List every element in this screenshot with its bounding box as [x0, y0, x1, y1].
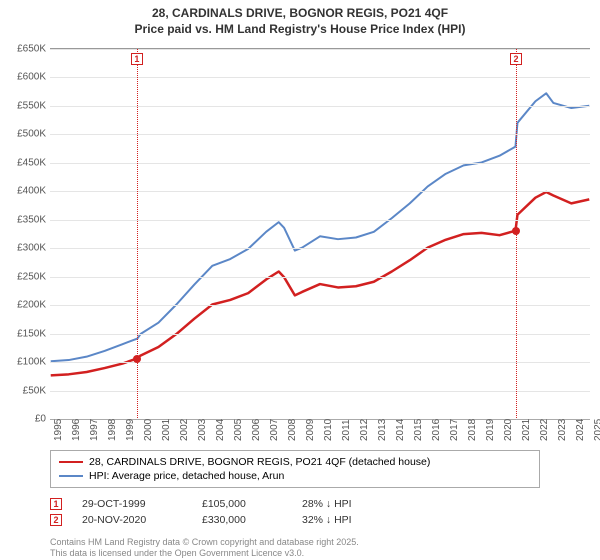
x-axis-label: 1999: [125, 419, 136, 441]
y-axis-label: £100K: [2, 357, 46, 368]
gridline: [50, 106, 590, 107]
x-axis-label: 2022: [539, 419, 550, 441]
y-axis-label: £200K: [2, 300, 46, 311]
y-axis-label: £50K: [2, 385, 46, 396]
x-axis-label: 2008: [287, 419, 298, 441]
x-axis-label: 2017: [449, 419, 460, 441]
event-marker-box: 1: [131, 53, 143, 65]
gridline: [50, 163, 590, 164]
gridline: [50, 305, 590, 306]
gridline: [50, 248, 590, 249]
legend-swatch: [59, 475, 83, 477]
y-axis-label: £550K: [2, 100, 46, 111]
event-marker-box: 2: [510, 53, 522, 65]
x-axis-label: 1998: [107, 419, 118, 441]
event-dot: [512, 227, 520, 235]
x-axis-label: 2009: [305, 419, 316, 441]
x-axis-label: 2007: [269, 419, 280, 441]
y-axis-label: £250K: [2, 271, 46, 282]
sales-row: 1 29-OCT-1999 £105,000 28% ↓ HPI: [50, 496, 402, 512]
y-axis-label: £600K: [2, 72, 46, 83]
x-axis-label: 1997: [89, 419, 100, 441]
legend-row: 28, CARDINALS DRIVE, BOGNOR REGIS, PO21 …: [59, 455, 531, 469]
gridline: [50, 362, 590, 363]
x-axis-label: 2002: [179, 419, 190, 441]
x-axis-label: 2011: [341, 419, 352, 441]
legend-row: HPI: Average price, detached house, Arun: [59, 469, 531, 483]
x-axis-label: 2010: [323, 419, 334, 441]
sales-marker-box: 1: [50, 498, 62, 510]
legend-swatch: [59, 461, 83, 463]
sales-row: 2 20-NOV-2020 £330,000 32% ↓ HPI: [50, 512, 402, 528]
gridline: [50, 277, 590, 278]
y-axis-label: £500K: [2, 129, 46, 140]
sales-delta: 32% ↓ HPI: [302, 514, 402, 526]
sales-price: £105,000: [202, 498, 282, 510]
gridline: [50, 77, 590, 78]
x-axis-label: 2024: [575, 419, 586, 441]
title-line1: 28, CARDINALS DRIVE, BOGNOR REGIS, PO21 …: [0, 6, 600, 22]
attribution: Contains HM Land Registry data © Crown c…: [50, 537, 359, 558]
x-axis-label: 2012: [359, 419, 370, 441]
gridline: [50, 391, 590, 392]
sales-price: £330,000: [202, 514, 282, 526]
y-axis-label: £350K: [2, 214, 46, 225]
sales-delta: 28% ↓ HPI: [302, 498, 402, 510]
x-axis-label: 2018: [467, 419, 478, 441]
sales-table: 1 29-OCT-1999 £105,000 28% ↓ HPI 2 20-NOV-202…: [50, 496, 402, 528]
attrib-line1: Contains HM Land Registry data © Crown c…: [50, 537, 359, 547]
y-axis-label: £150K: [2, 328, 46, 339]
sales-date: 20-NOV-2020: [82, 514, 182, 526]
x-axis-label: 2023: [557, 419, 568, 441]
x-axis-label: 1996: [71, 419, 82, 441]
x-axis-label: 2025: [593, 419, 600, 441]
attrib-line2: This data is licensed under the Open Gov…: [50, 548, 359, 558]
y-axis-label: £0: [2, 414, 46, 425]
y-axis-label: £650K: [2, 44, 46, 55]
x-axis-label: 2003: [197, 419, 208, 441]
y-axis-label: £400K: [2, 186, 46, 197]
legend-label: 28, CARDINALS DRIVE, BOGNOR REGIS, PO21 …: [89, 456, 430, 468]
x-axis-label: 2020: [503, 419, 514, 441]
event-dot: [133, 355, 141, 363]
x-axis-label: 2019: [485, 419, 496, 441]
x-axis-label: 2004: [215, 419, 226, 441]
x-axis-label: 2005: [233, 419, 244, 441]
gridline: [50, 334, 590, 335]
gridline: [50, 191, 590, 192]
x-axis-label: 2014: [395, 419, 406, 441]
y-axis-label: £300K: [2, 243, 46, 254]
chart-plot-area: £0£50K£100K£150K£200K£250K£300K£350K£400…: [50, 48, 590, 418]
y-axis-label: £450K: [2, 157, 46, 168]
gridline: [50, 134, 590, 135]
x-axis-label: 2021: [521, 419, 532, 441]
gridline: [50, 220, 590, 221]
x-axis-label: 2015: [413, 419, 424, 441]
x-axis-label: 2001: [161, 419, 172, 441]
sales-marker-box: 2: [50, 514, 62, 526]
x-axis-label: 2006: [251, 419, 262, 441]
x-axis-label: 2000: [143, 419, 154, 441]
x-axis-label: 2013: [377, 419, 388, 441]
title-line2: Price paid vs. HM Land Registry's House …: [0, 22, 600, 38]
legend-label: HPI: Average price, detached house, Arun: [89, 470, 284, 482]
x-axis-label: 1995: [53, 419, 64, 441]
chart-title: 28, CARDINALS DRIVE, BOGNOR REGIS, PO21 …: [0, 0, 600, 37]
sales-date: 29-OCT-1999: [82, 498, 182, 510]
x-axis-label: 2016: [431, 419, 442, 441]
gridline: [50, 49, 590, 50]
chart-legend: 28, CARDINALS DRIVE, BOGNOR REGIS, PO21 …: [50, 450, 540, 488]
